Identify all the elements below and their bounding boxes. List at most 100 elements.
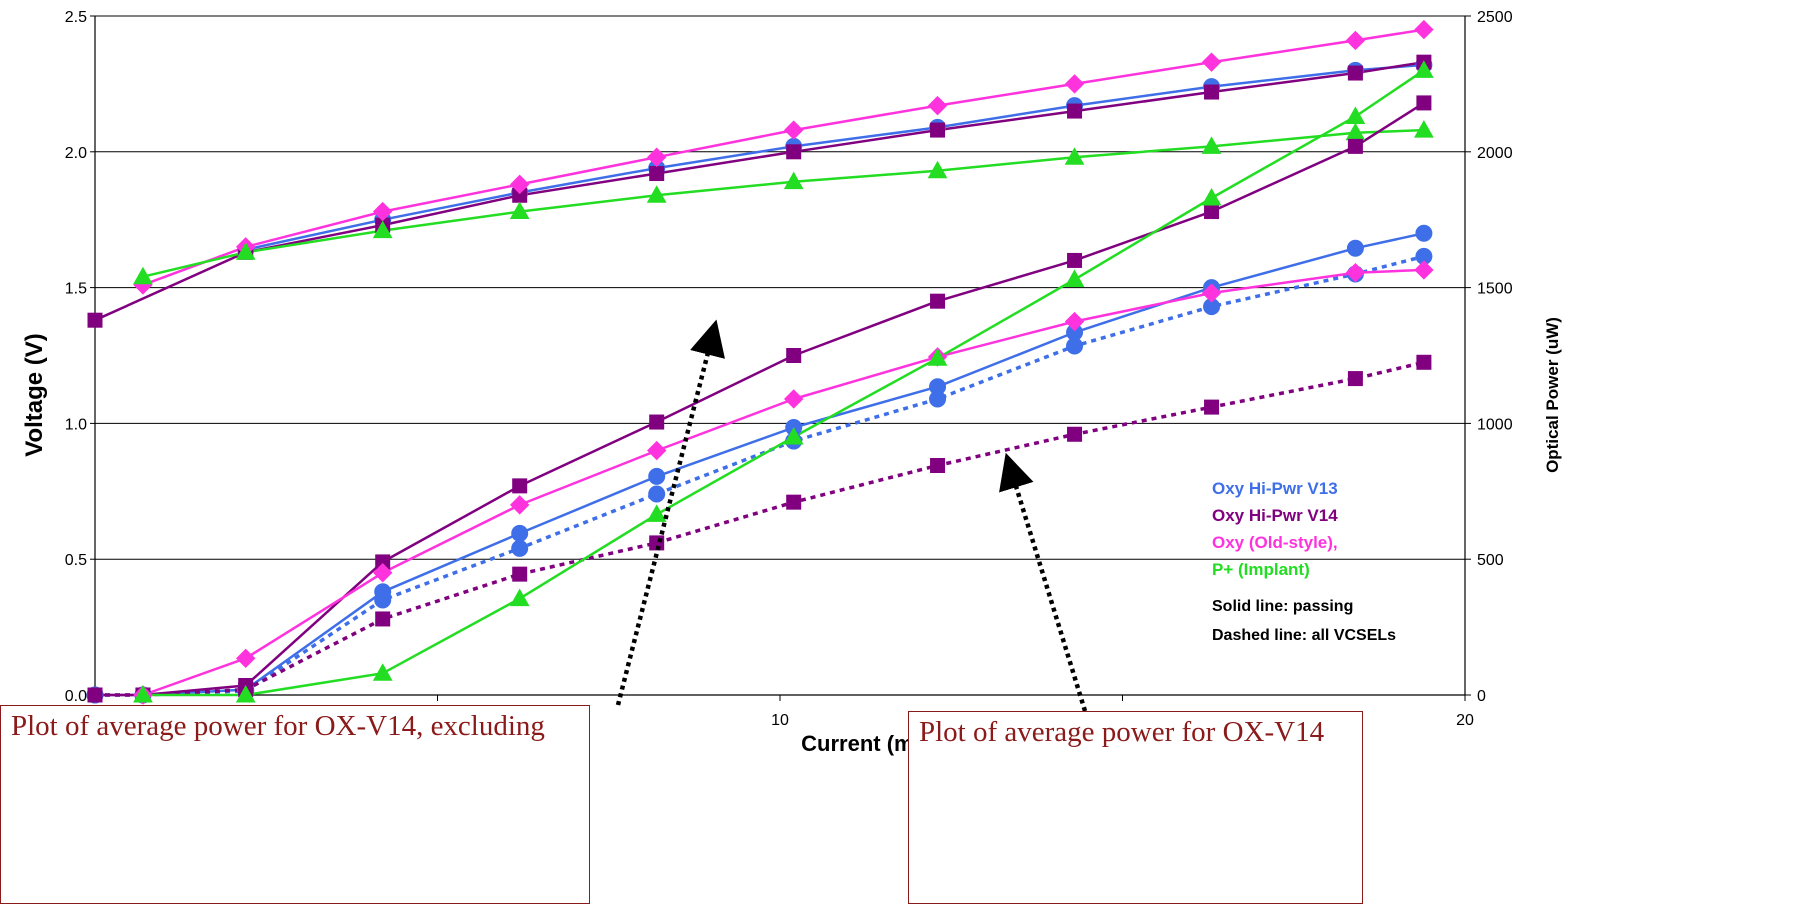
data-point [1067,252,1083,268]
series-lines [94,28,1425,697]
tick-labels: 0.00.51.01.52.02.50500100015002000250005… [65,9,1513,729]
data-point [783,120,804,140]
data-point [930,293,946,309]
data-point [783,426,804,445]
data-point [786,348,802,363]
y-tick-label: 2.5 [65,9,87,26]
data-point [1201,283,1222,303]
data-point [1064,311,1085,332]
x-tick-label: 10 [771,712,789,729]
data-point [1204,84,1220,100]
data-point [87,687,103,703]
data-point [509,201,530,220]
data-point [1347,138,1363,154]
y-tick-label: 0.0 [65,688,87,705]
data-point [1064,147,1085,165]
data-point [1347,65,1363,81]
data-point [927,160,948,179]
data-point [1345,262,1366,283]
y-tick-label: 1.0 [65,416,87,433]
callout-arrow-right [999,452,1088,712]
data-point [930,457,946,473]
axes [90,15,1471,701]
data-point [1414,60,1434,78]
data-point [648,467,666,485]
y2-tick-label: 0 [1477,688,1486,705]
legend-entry: Oxy Hi-Pwr V14 [1212,506,1338,525]
y2-tick-label: 500 [1477,552,1504,569]
data-point [133,684,153,703]
y2-tick-label: 2500 [1477,9,1513,26]
data-point [927,95,948,116]
solid-line-note: Solid line: passing [1212,598,1353,615]
data-point [1345,106,1366,124]
callout-left: Plot of average power for OX-V14, exclud… [0,705,590,904]
data-point [374,591,392,609]
data-point [1066,337,1084,355]
data-point [649,414,665,430]
data-point [1204,204,1220,220]
data-point [1416,95,1432,111]
data-point [1201,52,1222,72]
y-tick-label: 2.0 [65,145,87,162]
gridlines [95,15,1465,560]
data-point [1416,354,1432,370]
data-point [783,171,804,190]
dashed-line-note: Dashed line: all VCSELs [1212,627,1396,644]
y-axis-title: Voltage (V) [21,333,48,457]
series-line-4 [95,232,1425,697]
data-point [1414,120,1434,138]
data-point [1347,371,1363,387]
data-point [649,166,665,182]
y2-tick-label: 2000 [1477,145,1513,162]
data-point [646,504,667,522]
data-point [929,390,947,408]
data-point [648,485,666,503]
legend-entry: Oxy (Old-style), [1212,533,1338,552]
y2-axis-title: Optical Power (uW) [1543,317,1562,473]
data-point [1415,224,1433,242]
y-tick-label: 0.5 [65,552,87,569]
data-point [512,566,528,582]
data-point [786,494,802,510]
legend-entry: P+ (Implant) [1212,560,1310,579]
data-point [372,663,393,681]
y-tick-label: 1.5 [65,281,87,298]
data-point [1345,30,1366,51]
data-point [786,144,802,160]
series-line-6 [95,101,1425,697]
data-point [783,389,804,409]
data-point [509,588,530,607]
data-point [511,539,529,557]
data-point [1201,187,1222,206]
series-markers [86,19,1434,705]
y2-tick-label: 1500 [1477,281,1513,298]
data-point [512,478,528,494]
data-point [1414,260,1434,280]
data-point [1067,426,1083,442]
data-point [133,266,153,285]
data-point [1064,269,1085,287]
data-point [1064,74,1085,94]
data-point [235,242,256,260]
data-point [646,147,667,167]
data-point [1346,239,1364,257]
series-line-7 [95,360,1425,697]
data-point [509,495,530,515]
data-point [375,611,391,627]
data-point [87,312,103,328]
legend: Oxy Hi-Pwr V13 Oxy Hi-Pwr V14 Oxy (Old-sty… [1212,479,1338,579]
data-point [927,348,948,366]
series-line-2 [142,28,1425,287]
legend-entry: Oxy Hi-Pwr V13 [1212,479,1338,498]
y2-tick-label: 1000 [1477,416,1513,433]
data-point [646,440,667,461]
data-point [235,648,256,669]
data-point [509,174,530,195]
data-point [1067,103,1083,119]
series-line-0 [245,63,1424,251]
data-point [1414,19,1434,40]
data-point [372,220,393,239]
callout-right-text: Plot of average power for OX-V14 [919,716,1325,748]
